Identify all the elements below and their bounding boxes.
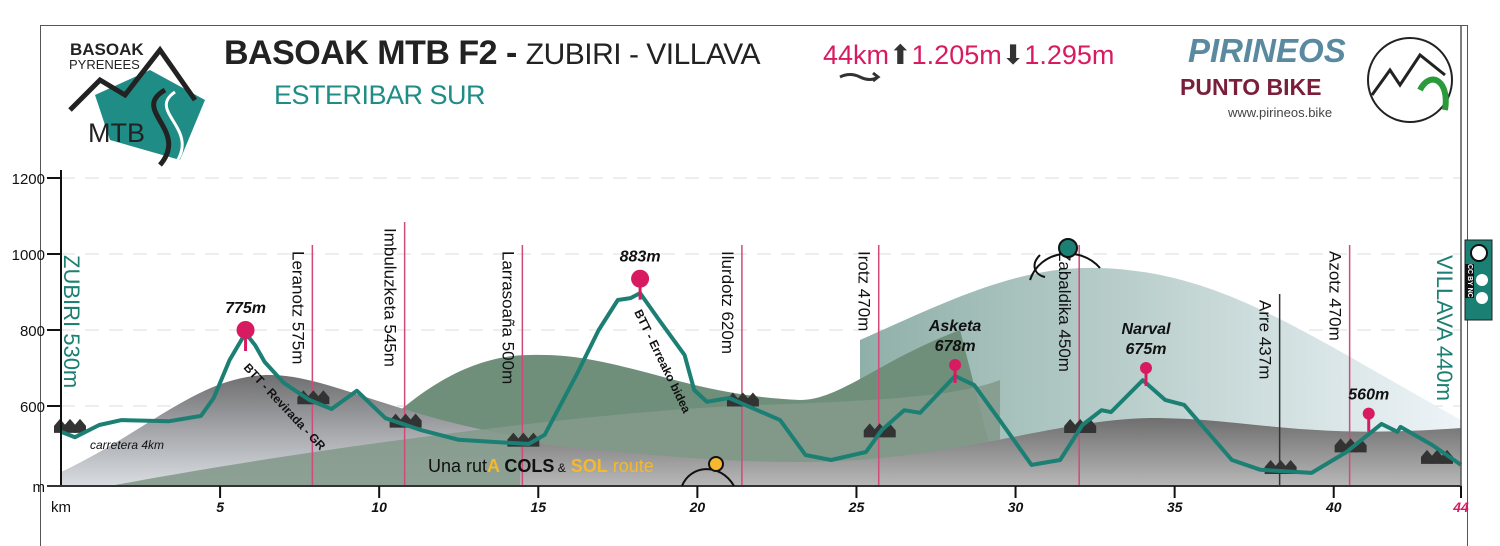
tagline-part: Una rut bbox=[428, 456, 487, 476]
y-axis-label: m bbox=[33, 479, 46, 496]
house-icon bbox=[1421, 449, 1433, 464]
road-annotation: carretera 4km bbox=[90, 438, 164, 452]
x-tick-label: 35 bbox=[1167, 499, 1183, 515]
peak-elevation-label: 560m bbox=[1348, 387, 1389, 404]
page-title: BASOAK MTB F2 - ZUBIRI - VILLAVA bbox=[224, 34, 761, 73]
brand-name: PIRINEOS bbox=[1188, 32, 1346, 69]
house-icon bbox=[1334, 438, 1347, 453]
village-label: Arre 437m bbox=[1256, 300, 1275, 379]
village-label: Imbuluzketa 545m bbox=[381, 228, 400, 367]
village-label: Ilurdotz 620m bbox=[718, 251, 737, 354]
cyclist-icon bbox=[1029, 238, 1101, 281]
website-link[interactable]: www.pirineos.bike bbox=[1228, 105, 1333, 120]
hill-green-front bbox=[110, 380, 1000, 486]
tagline-part: & bbox=[554, 461, 565, 475]
peak-elevation-label: 883m bbox=[620, 249, 661, 266]
x-tick-label: 44 bbox=[1452, 499, 1469, 515]
x-tick-label: 20 bbox=[689, 499, 706, 515]
village-label: Irotz 470m bbox=[855, 251, 874, 331]
x-tick-label: 5 bbox=[216, 499, 224, 515]
distance: 44km bbox=[823, 40, 890, 70]
ascent: 1.205m bbox=[911, 40, 1002, 70]
elevation-chart: Leranotz 575m Imbuluzketa 545m Larrasoaña … bbox=[12, 25, 1493, 516]
house-icon bbox=[1064, 418, 1077, 433]
route-tagline: Una rutA COLS & SOL route bbox=[428, 456, 654, 476]
house-icon bbox=[1431, 449, 1443, 464]
title-bold: BASOAK MTB F2 - bbox=[224, 34, 517, 72]
descent: 1.295m bbox=[1024, 40, 1115, 70]
peak-markers: 775m 883m 678m Asketa 675m Narval 560m bbox=[225, 249, 1389, 432]
village-label: Larrasoaña 500m bbox=[498, 251, 517, 384]
house-icon bbox=[317, 390, 330, 405]
ground-band bbox=[520, 418, 1461, 486]
village-label: Azotz 470m bbox=[1326, 251, 1345, 341]
x-tick-label: 30 bbox=[1008, 499, 1024, 515]
elevation-profile-line bbox=[60, 291, 1463, 475]
peak-marker bbox=[1140, 362, 1152, 374]
brand-sub: PUNTO BIKE bbox=[1180, 74, 1322, 100]
y-tick-label: 1000 bbox=[12, 247, 45, 264]
house-icon bbox=[74, 418, 86, 433]
license-badge-text: CC BY NC bbox=[1465, 264, 1474, 298]
y-tick-label: 1200 bbox=[12, 171, 45, 188]
peak-name-label: Narval bbox=[1122, 321, 1171, 338]
x-tick-label: 10 bbox=[371, 499, 387, 515]
house-icon bbox=[409, 413, 422, 428]
house-icon bbox=[746, 392, 759, 407]
house-icon bbox=[863, 423, 876, 438]
x-tick-label: 15 bbox=[530, 499, 546, 515]
start-label: ZUBIRI 530m bbox=[59, 255, 84, 388]
logo-mtb: MTB bbox=[88, 118, 145, 148]
y-tick-label: 600 bbox=[20, 399, 45, 416]
ascent-arrow-icon: ⬆ bbox=[889, 40, 912, 70]
tagline-part: SOL bbox=[566, 456, 608, 476]
tagline-part: route bbox=[608, 456, 654, 476]
village-markers: Leranotz 575m Imbuluzketa 545m Larrasoaña … bbox=[54, 222, 1453, 486]
route-stats: 44km⬆1.205m⬇1.295m bbox=[823, 40, 1114, 71]
x-axis-label: km bbox=[51, 499, 71, 516]
y-tick-label: 800 bbox=[20, 323, 45, 340]
descent-arrow-icon: ⬇ bbox=[1001, 40, 1025, 70]
peak-marker bbox=[631, 269, 650, 288]
peak-elevation-label: 775m bbox=[225, 300, 266, 317]
end-label: VILLAVA 440m bbox=[1432, 255, 1457, 401]
village-label: Leranotz 575m bbox=[288, 251, 307, 364]
sun-cyclist-icon bbox=[681, 456, 735, 487]
background-hills bbox=[61, 267, 1461, 486]
peak-marker bbox=[949, 358, 962, 371]
subtitle: ESTERIBAR SUR bbox=[274, 80, 486, 110]
peak-name-label: Asketa bbox=[928, 318, 982, 335]
tagline-part: A bbox=[487, 456, 500, 476]
x-tick-label: 40 bbox=[1325, 499, 1342, 515]
village-label: Zabaldika 450m bbox=[1055, 251, 1074, 372]
house-icon bbox=[64, 418, 76, 433]
x-tick-label: 25 bbox=[848, 499, 865, 515]
peak-elevation-label: 678m bbox=[935, 338, 976, 355]
tagline-part: COLS bbox=[499, 456, 554, 476]
peak-elevation-label: 675m bbox=[1126, 341, 1167, 358]
peak-marker bbox=[1362, 407, 1375, 420]
peak-marker bbox=[236, 321, 255, 339]
title-route: ZUBIRI - VILLAVA bbox=[525, 38, 761, 71]
